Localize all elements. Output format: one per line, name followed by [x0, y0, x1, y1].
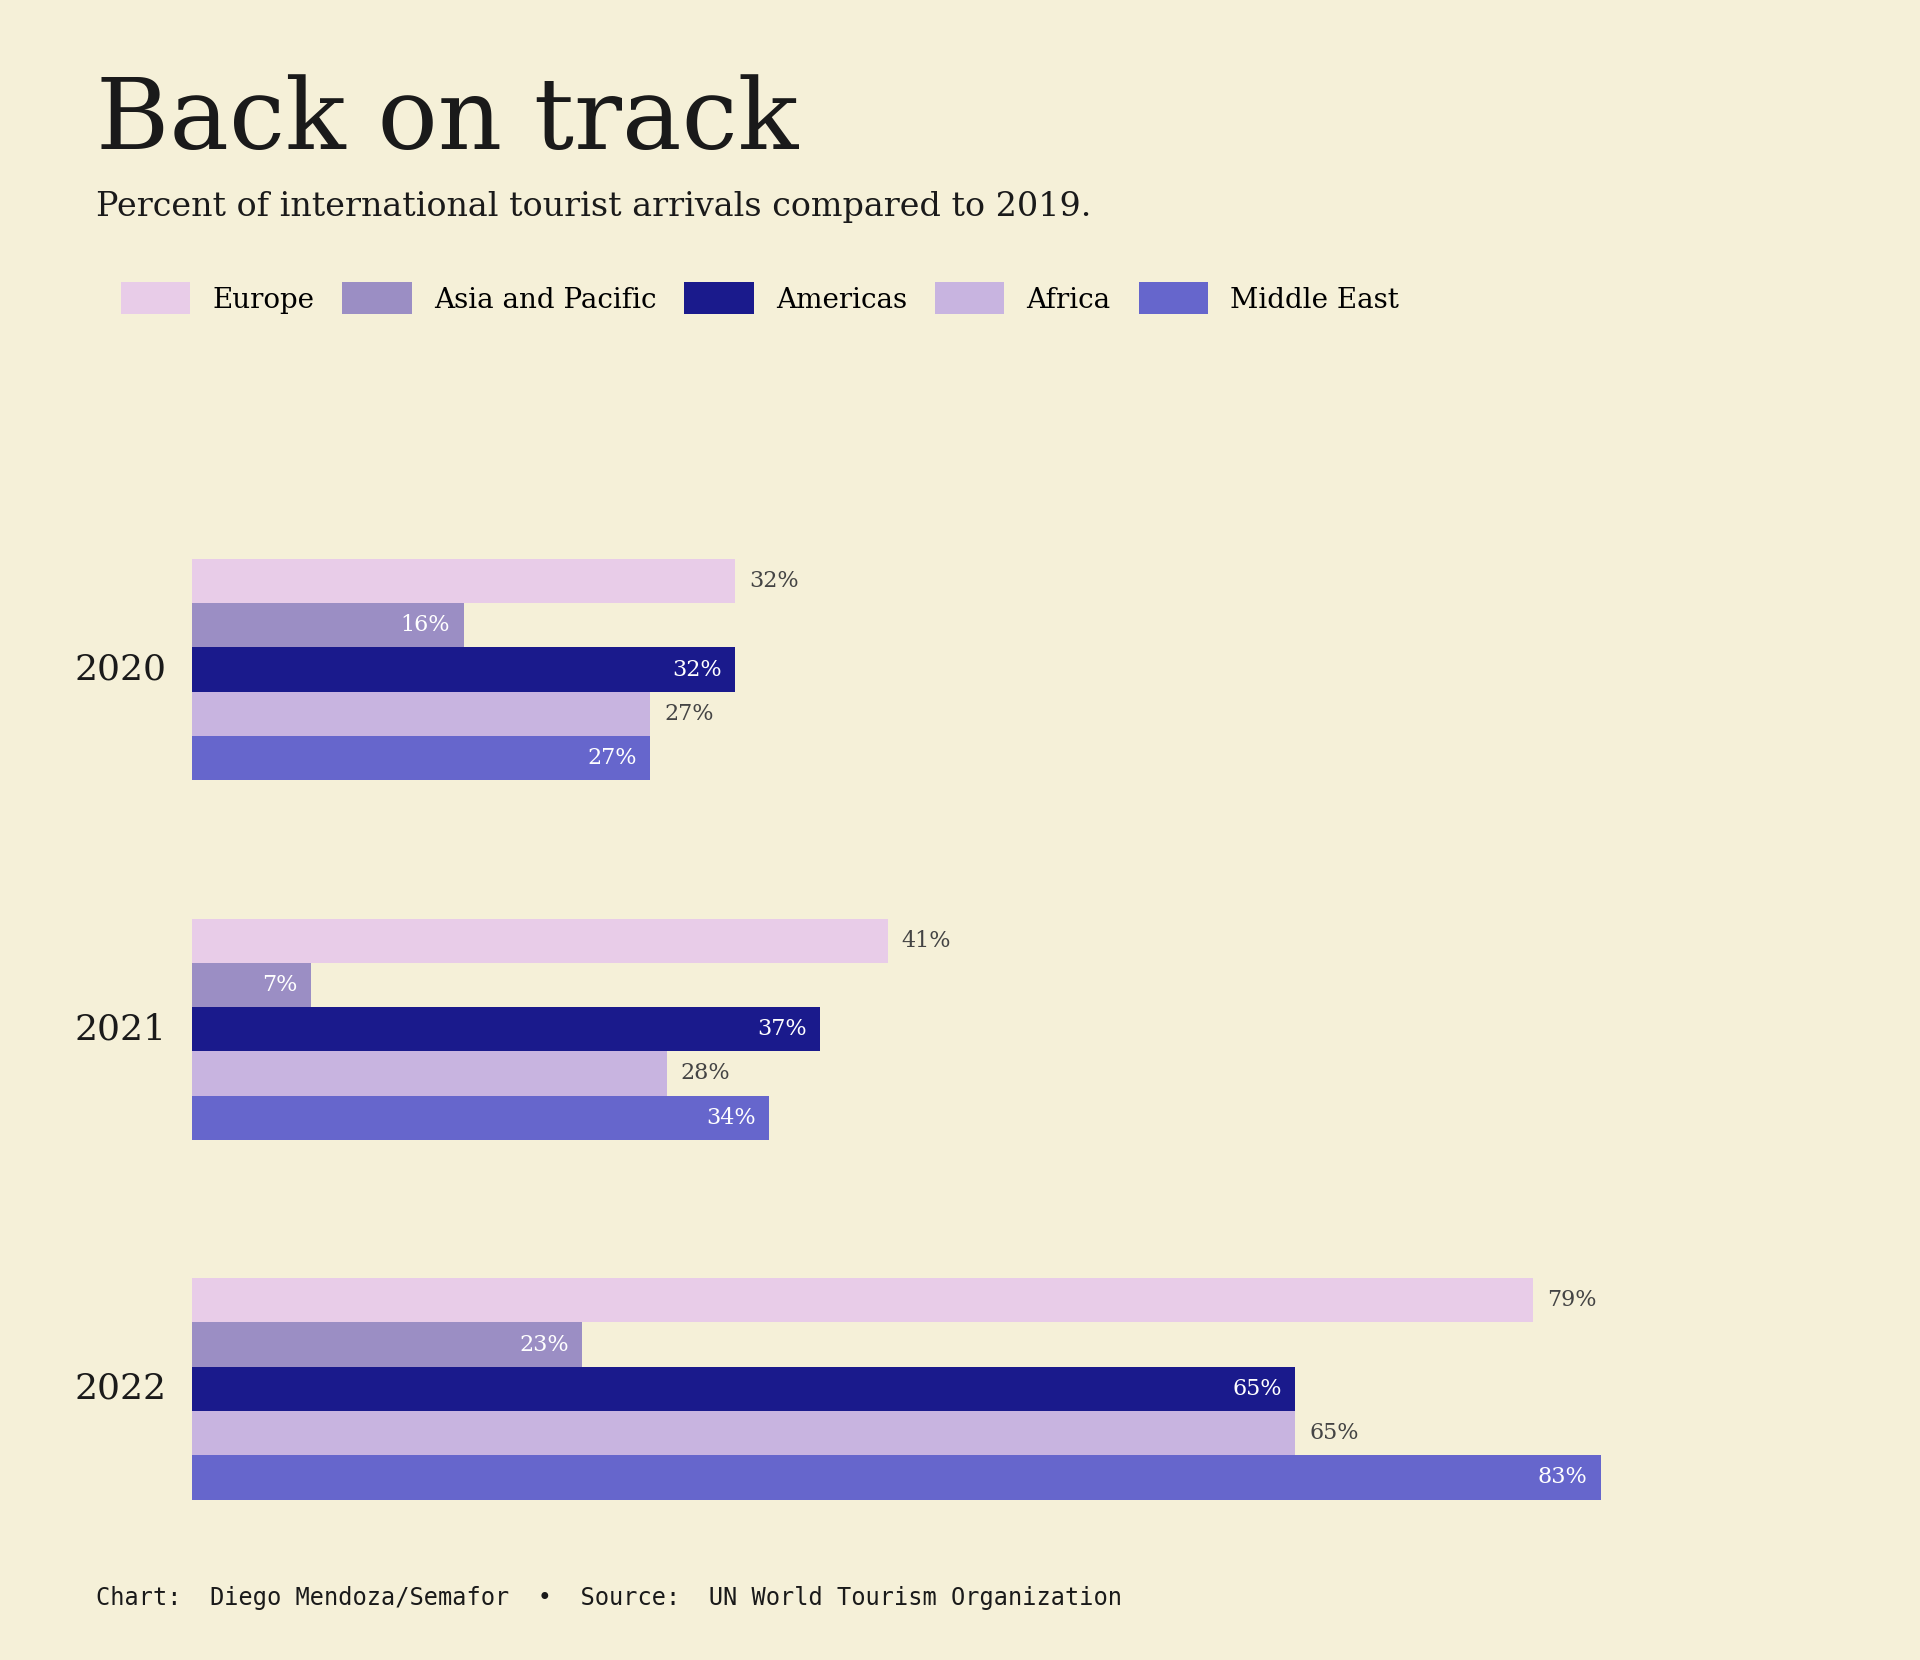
Bar	[192, 963, 311, 1008]
Text: 28%: 28%	[682, 1062, 730, 1084]
Bar	[192, 1008, 820, 1051]
Text: 65%: 65%	[1309, 1423, 1359, 1444]
Text: Chart:  Diego Mendoza/Semafor  •  Source:  UN World Tourism Organization: Chart: Diego Mendoza/Semafor • Source: U…	[96, 1587, 1121, 1610]
Text: 34%: 34%	[707, 1107, 756, 1129]
Text: 2022: 2022	[75, 1371, 167, 1406]
Text: 27%: 27%	[588, 747, 637, 769]
Bar	[192, 647, 735, 692]
Bar	[192, 692, 651, 735]
Text: Percent of international tourist arrivals compared to 2019.: Percent of international tourist arrival…	[96, 191, 1091, 222]
Text: S: S	[1761, 1569, 1791, 1612]
Bar	[192, 1096, 770, 1140]
Text: 41%: 41%	[902, 930, 950, 951]
Bar	[192, 603, 463, 647]
Text: 65%: 65%	[1233, 1378, 1283, 1399]
Bar	[192, 1411, 1296, 1456]
Text: 23%: 23%	[518, 1333, 568, 1356]
Text: 27%: 27%	[664, 702, 714, 725]
Text: 2020: 2020	[75, 652, 167, 687]
Bar	[192, 1456, 1601, 1499]
Text: Back on track: Back on track	[96, 75, 799, 171]
Text: 2021: 2021	[75, 1013, 167, 1046]
Bar	[192, 559, 735, 603]
Text: 37%: 37%	[756, 1018, 806, 1041]
Text: 32%: 32%	[749, 569, 799, 593]
Bar	[192, 1278, 1534, 1323]
Legend: Europe, Asia and Pacific, Americas, Africa, Middle East: Europe, Asia and Pacific, Americas, Afri…	[109, 271, 1409, 325]
Text: 7%: 7%	[261, 974, 298, 996]
Bar	[192, 1051, 668, 1096]
Bar	[192, 1323, 582, 1366]
Text: 83%: 83%	[1538, 1466, 1588, 1489]
Bar	[192, 735, 651, 780]
Bar	[192, 1366, 1296, 1411]
Text: 79%: 79%	[1548, 1290, 1596, 1311]
Text: 16%: 16%	[401, 614, 449, 636]
Bar	[192, 918, 889, 963]
Text: 32%: 32%	[672, 659, 722, 681]
